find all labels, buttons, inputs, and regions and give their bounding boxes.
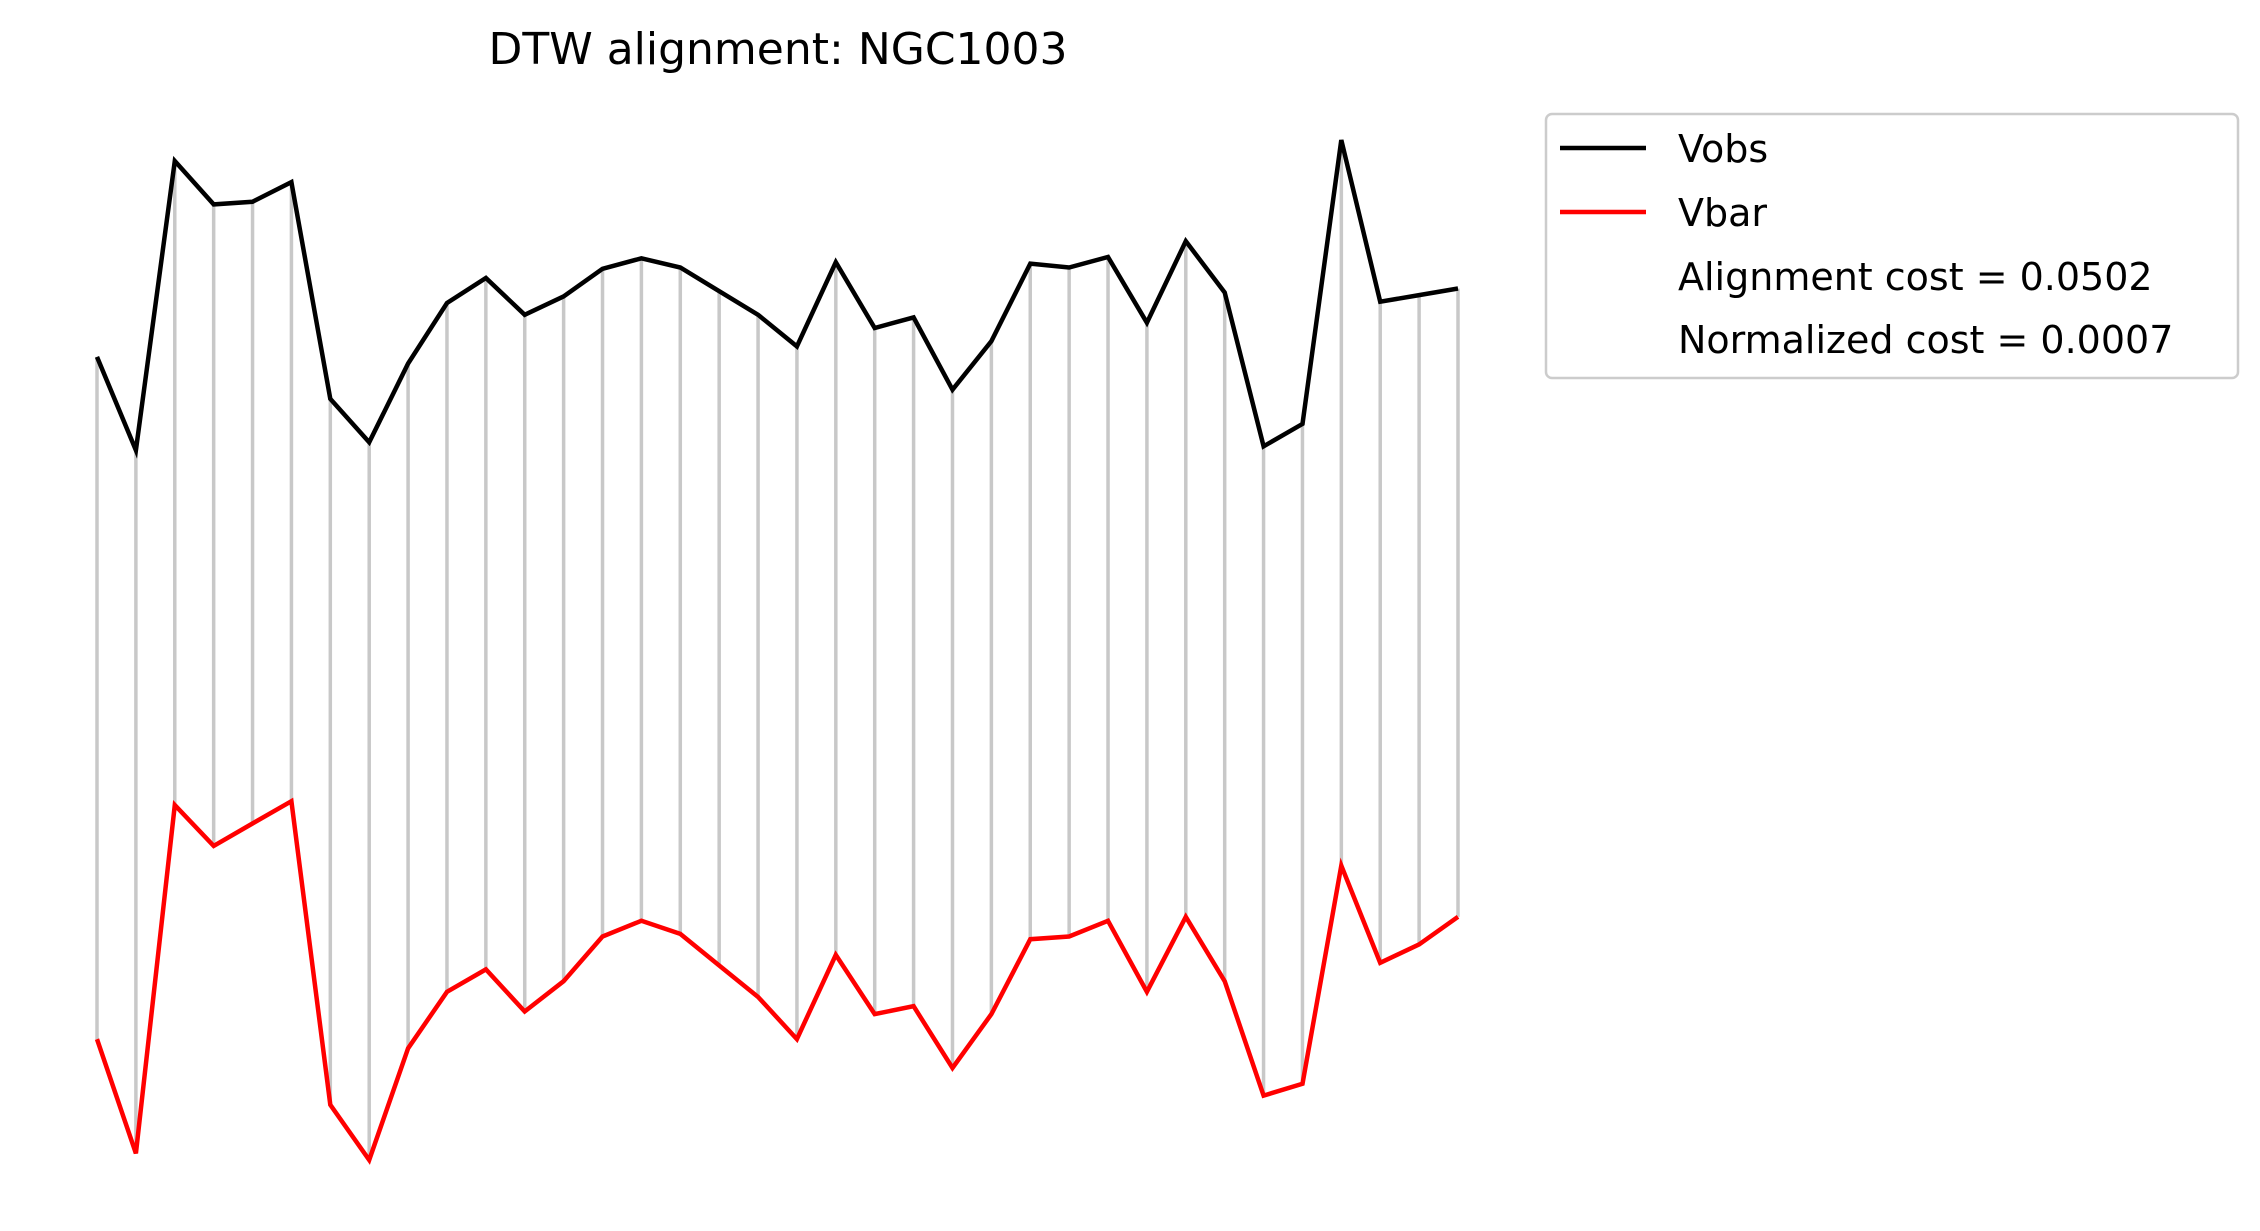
legend-frame [1544, 112, 2240, 380]
legend-alignment-cost: Alignment cost = 0.0502 [1678, 255, 2153, 299]
legend: Vobs Vbar Alignment cost = 0.0502 Normal… [1544, 112, 2240, 380]
series-line-vbar [94, 797, 1460, 1165]
legend-label-vobs: Vobs [1678, 127, 1768, 171]
chart-title: DTW alignment: NGC1003 [488, 24, 1067, 75]
legend-label-vbar: Vbar [1678, 191, 1767, 235]
series-line-vobs [94, 139, 1459, 459]
alignment-lines [95, 140, 1460, 1160]
series-lines [94, 139, 1460, 1165]
legend-normalized-cost: Normalized cost = 0.0007 [1678, 318, 2173, 362]
